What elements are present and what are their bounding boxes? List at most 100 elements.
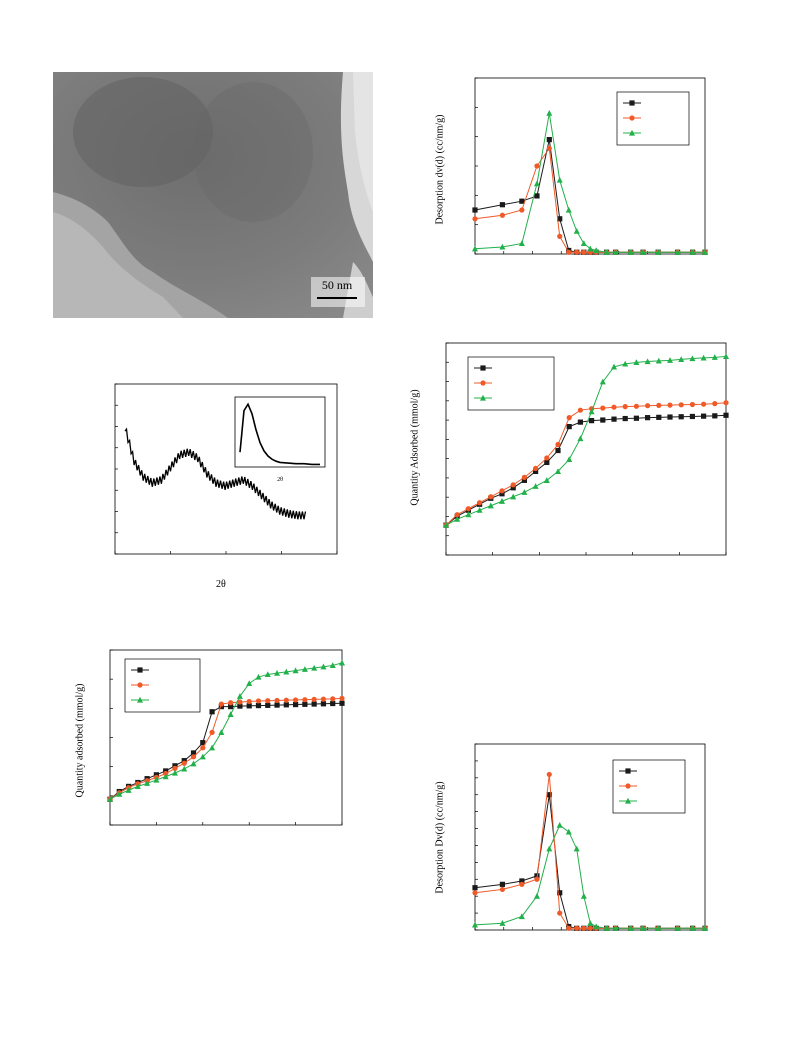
isotherm-right-series-line-3 [445,355,727,526]
isotherm-right-point [577,435,584,442]
isotherm-left-point [236,693,243,699]
psd-bottom-point [702,925,708,931]
isotherm-left-point [228,700,234,706]
psd-top-point [557,216,563,222]
isotherm-right-point [499,491,505,497]
isotherm-left-legend-marker-1 [137,667,143,673]
isotherm-left-point [246,680,253,687]
isotherm-left-point [283,697,289,703]
isotherm-right-point [611,416,617,422]
psd-bottom-point [640,925,647,931]
psd-bottom-point [557,910,563,916]
isotherm-right-point [633,415,639,421]
isotherm-left-point [209,744,216,751]
psd-bottom-point [556,821,563,828]
psd-bottom-point [499,881,506,887]
isotherm-right-point [723,400,729,406]
isotherm-left-point [293,697,299,703]
xrd-inset-x-axis-label: 2θ [277,477,283,483]
psd-top-point [573,227,580,234]
isotherm-left-point [171,769,178,776]
isotherm-right-point [487,502,494,509]
psd-top-point [689,249,696,255]
isotherm-left-point [265,702,271,708]
isotherm-right-legend-marker-1 [480,365,486,371]
isotherm-left-point [144,780,151,786]
isotherm-left-point [311,701,317,707]
isotherm-right-point [566,424,572,430]
isotherm-right-point [577,407,583,413]
isotherm-right-point [689,413,695,420]
isotherm-left-legend-marker-3 [137,696,143,703]
isotherm-right-point [544,455,550,461]
isotherm-right-point [622,360,629,367]
xrd-x-axis-label: 2θ [216,579,226,590]
xrd-chart: 2θ [114,383,338,555]
isotherm-right-point [533,468,539,474]
isotherm-left-point [293,701,299,708]
psd-bottom-point [612,925,619,931]
isotherm-right-point [555,447,561,454]
isotherm-right-point [533,465,539,472]
isotherm-right-point [510,482,516,488]
psd-bottom-point [519,878,525,884]
isotherm-left-point [339,695,345,701]
psd-top-panel: Desorption dv(d) (cc/nm/g) [425,72,715,272]
isotherm-right-point [532,483,539,489]
isotherm-right-point [689,355,696,362]
isotherm-left-point [329,662,336,669]
psd-top-point [557,233,563,239]
isotherm-left-point [200,745,206,751]
psd-bottom-point [546,771,552,778]
psd-bottom-point [472,890,478,896]
isotherm-right-point [655,357,662,364]
isotherm-right-point [521,477,527,483]
psd-bottom-point [581,925,587,931]
isotherm-right-point [644,358,651,365]
isotherm-left-y-axis-label: Quantity adsorbed (mmol/g) [74,683,86,798]
isotherm-right-point [701,401,707,407]
isotherm-left-point [218,729,225,735]
isotherm-right-point [589,418,595,424]
isotherm-right-point [645,415,651,421]
psd-top-point [499,243,506,250]
isotherm-right-point [510,493,517,500]
isotherm-right-point [678,356,685,363]
isotherm-right-y-axis-label: Quantity Adsorbed (mmol/g) [409,389,421,506]
isotherm-right-point [633,359,640,366]
isotherm-right-point [566,415,572,421]
psd-top-legend-marker-2 [629,115,635,121]
isotherm-right-point [443,521,449,528]
psd-bottom-point [499,886,506,893]
psd-top-point [499,212,506,218]
psd-top-point [533,180,540,187]
isotherm-right-point [689,401,695,408]
isotherm-left-point [107,796,113,802]
isotherm-left-point [172,765,178,771]
xrd-panel: 2θ 2θ [100,372,350,602]
isotherm-right-point [678,402,684,408]
psd-top-series-line-2 [474,147,705,253]
isotherm-left-point [162,773,169,780]
psd-top-point [593,247,600,254]
isotherm-right-point [521,474,527,480]
isotherm-left-point [190,760,197,767]
isotherm-left-point [227,711,234,717]
isotherm-right-point [633,403,639,409]
isotherm-right-point [566,456,573,463]
isotherm-right-point [600,405,606,411]
isotherm-right-point [712,413,718,419]
isotherm-left-point [320,663,327,670]
xrd-inset-line [239,402,320,466]
tem-image: 50 nm [53,72,373,318]
psd-bottom-point [587,925,593,931]
isotherm-right-point [599,378,606,385]
psd-bottom-series-line-1 [474,794,705,929]
isotherm-right-point [476,507,483,513]
isotherm-left-point [209,709,215,715]
isotherm-right-point [645,403,651,409]
psd-bottom-point [580,892,587,899]
isotherm-left-point [330,696,336,702]
isotherm-left-point [218,701,224,707]
isotherm-left-point [311,696,317,703]
